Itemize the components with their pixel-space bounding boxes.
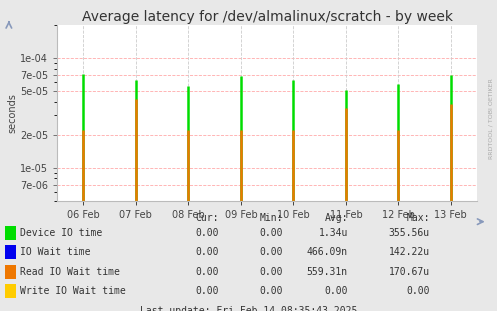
Text: Read IO Wait time: Read IO Wait time — [20, 267, 120, 277]
Text: 0.00: 0.00 — [260, 286, 283, 296]
Text: 355.56u: 355.56u — [389, 228, 430, 238]
Text: 0.00: 0.00 — [260, 267, 283, 277]
Text: 0.00: 0.00 — [260, 228, 283, 238]
Text: Device IO time: Device IO time — [20, 228, 102, 238]
Text: Write IO Wait time: Write IO Wait time — [20, 286, 126, 296]
Text: Min:: Min: — [260, 213, 283, 223]
Text: IO Wait time: IO Wait time — [20, 247, 90, 257]
Text: RRDTOOL / TOBI OETIKER: RRDTOOL / TOBI OETIKER — [489, 78, 494, 159]
Text: 0.00: 0.00 — [195, 228, 219, 238]
Text: Avg:: Avg: — [325, 213, 348, 223]
Text: Cur:: Cur: — [195, 213, 219, 223]
Y-axis label: seconds: seconds — [7, 93, 17, 133]
Text: Last update: Fri Feb 14 08:35:43 2025: Last update: Fri Feb 14 08:35:43 2025 — [140, 306, 357, 311]
Text: Max:: Max: — [407, 213, 430, 223]
Text: 0.00: 0.00 — [195, 247, 219, 257]
Text: 142.22u: 142.22u — [389, 247, 430, 257]
Text: 0.00: 0.00 — [260, 247, 283, 257]
Title: Average latency for /dev/almalinux/scratch - by week: Average latency for /dev/almalinux/scrat… — [82, 10, 453, 24]
Text: 1.34u: 1.34u — [319, 228, 348, 238]
Text: 170.67u: 170.67u — [389, 267, 430, 277]
Text: 0.00: 0.00 — [195, 267, 219, 277]
Text: 466.09n: 466.09n — [307, 247, 348, 257]
Text: 559.31n: 559.31n — [307, 267, 348, 277]
Text: 0.00: 0.00 — [195, 286, 219, 296]
Text: 0.00: 0.00 — [325, 286, 348, 296]
Text: 0.00: 0.00 — [407, 286, 430, 296]
